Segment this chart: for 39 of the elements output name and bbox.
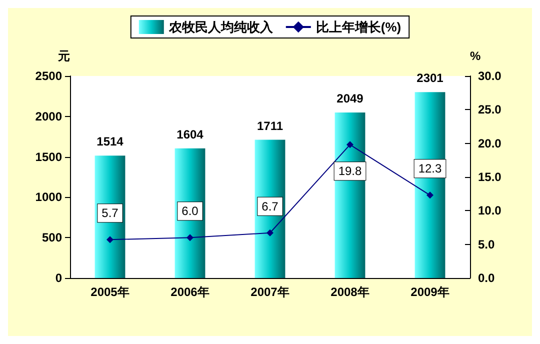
- data-label: 1711: [256, 118, 284, 133]
- y-tick-label: 1500: [35, 150, 62, 164]
- legend-label: 农牧民人均纯收入: [168, 20, 274, 34]
- data-label: 12.3: [418, 162, 442, 176]
- x-tick-label: 2009年: [410, 285, 450, 299]
- x-tick-label: 2006年: [170, 285, 210, 299]
- point: [346, 141, 354, 148]
- x-tick-label: 2008年: [330, 285, 370, 299]
- data-label: 1604: [176, 127, 204, 142]
- y-tick-label: 2000: [35, 109, 62, 124]
- point: [186, 234, 194, 242]
- y-tick-label: 1000: [35, 190, 62, 204]
- x-tick-label: 2005年: [90, 285, 130, 299]
- data-label: 6.7: [262, 199, 279, 214]
- data-label: 1514: [96, 134, 124, 149]
- y-tick-label: 500: [42, 230, 62, 245]
- data-label: 6.0: [182, 204, 199, 218]
- legend-label: 比上年增长(%): [316, 20, 402, 34]
- point: [266, 229, 274, 236]
- y2-axis-title: %: [470, 49, 481, 63]
- y2-tick-label: 10.0: [478, 204, 502, 218]
- y2-tick-label: 25.0: [478, 102, 502, 117]
- y-tick-label: 0: [55, 271, 62, 285]
- bar: [334, 112, 366, 278]
- data-label: 2301: [416, 71, 444, 86]
- y-tick-label: 2500: [35, 69, 62, 83]
- bar: [414, 92, 446, 278]
- data-label: 2049: [336, 91, 364, 106]
- y-axis-title: 元: [57, 49, 70, 63]
- point: [106, 236, 114, 244]
- data-label: 5.7: [102, 206, 119, 220]
- point: [426, 192, 434, 199]
- y2-tick-label: 15.0: [478, 170, 502, 184]
- data-label: 19.8: [338, 164, 362, 178]
- x-tick-label: 2007年: [250, 285, 290, 299]
- y2-tick-label: 0.0: [478, 271, 496, 285]
- y2-tick-label: 20.0: [478, 136, 502, 150]
- y2-tick-label: 30.0: [478, 69, 502, 83]
- y2-tick-label: 5.0: [478, 237, 496, 252]
